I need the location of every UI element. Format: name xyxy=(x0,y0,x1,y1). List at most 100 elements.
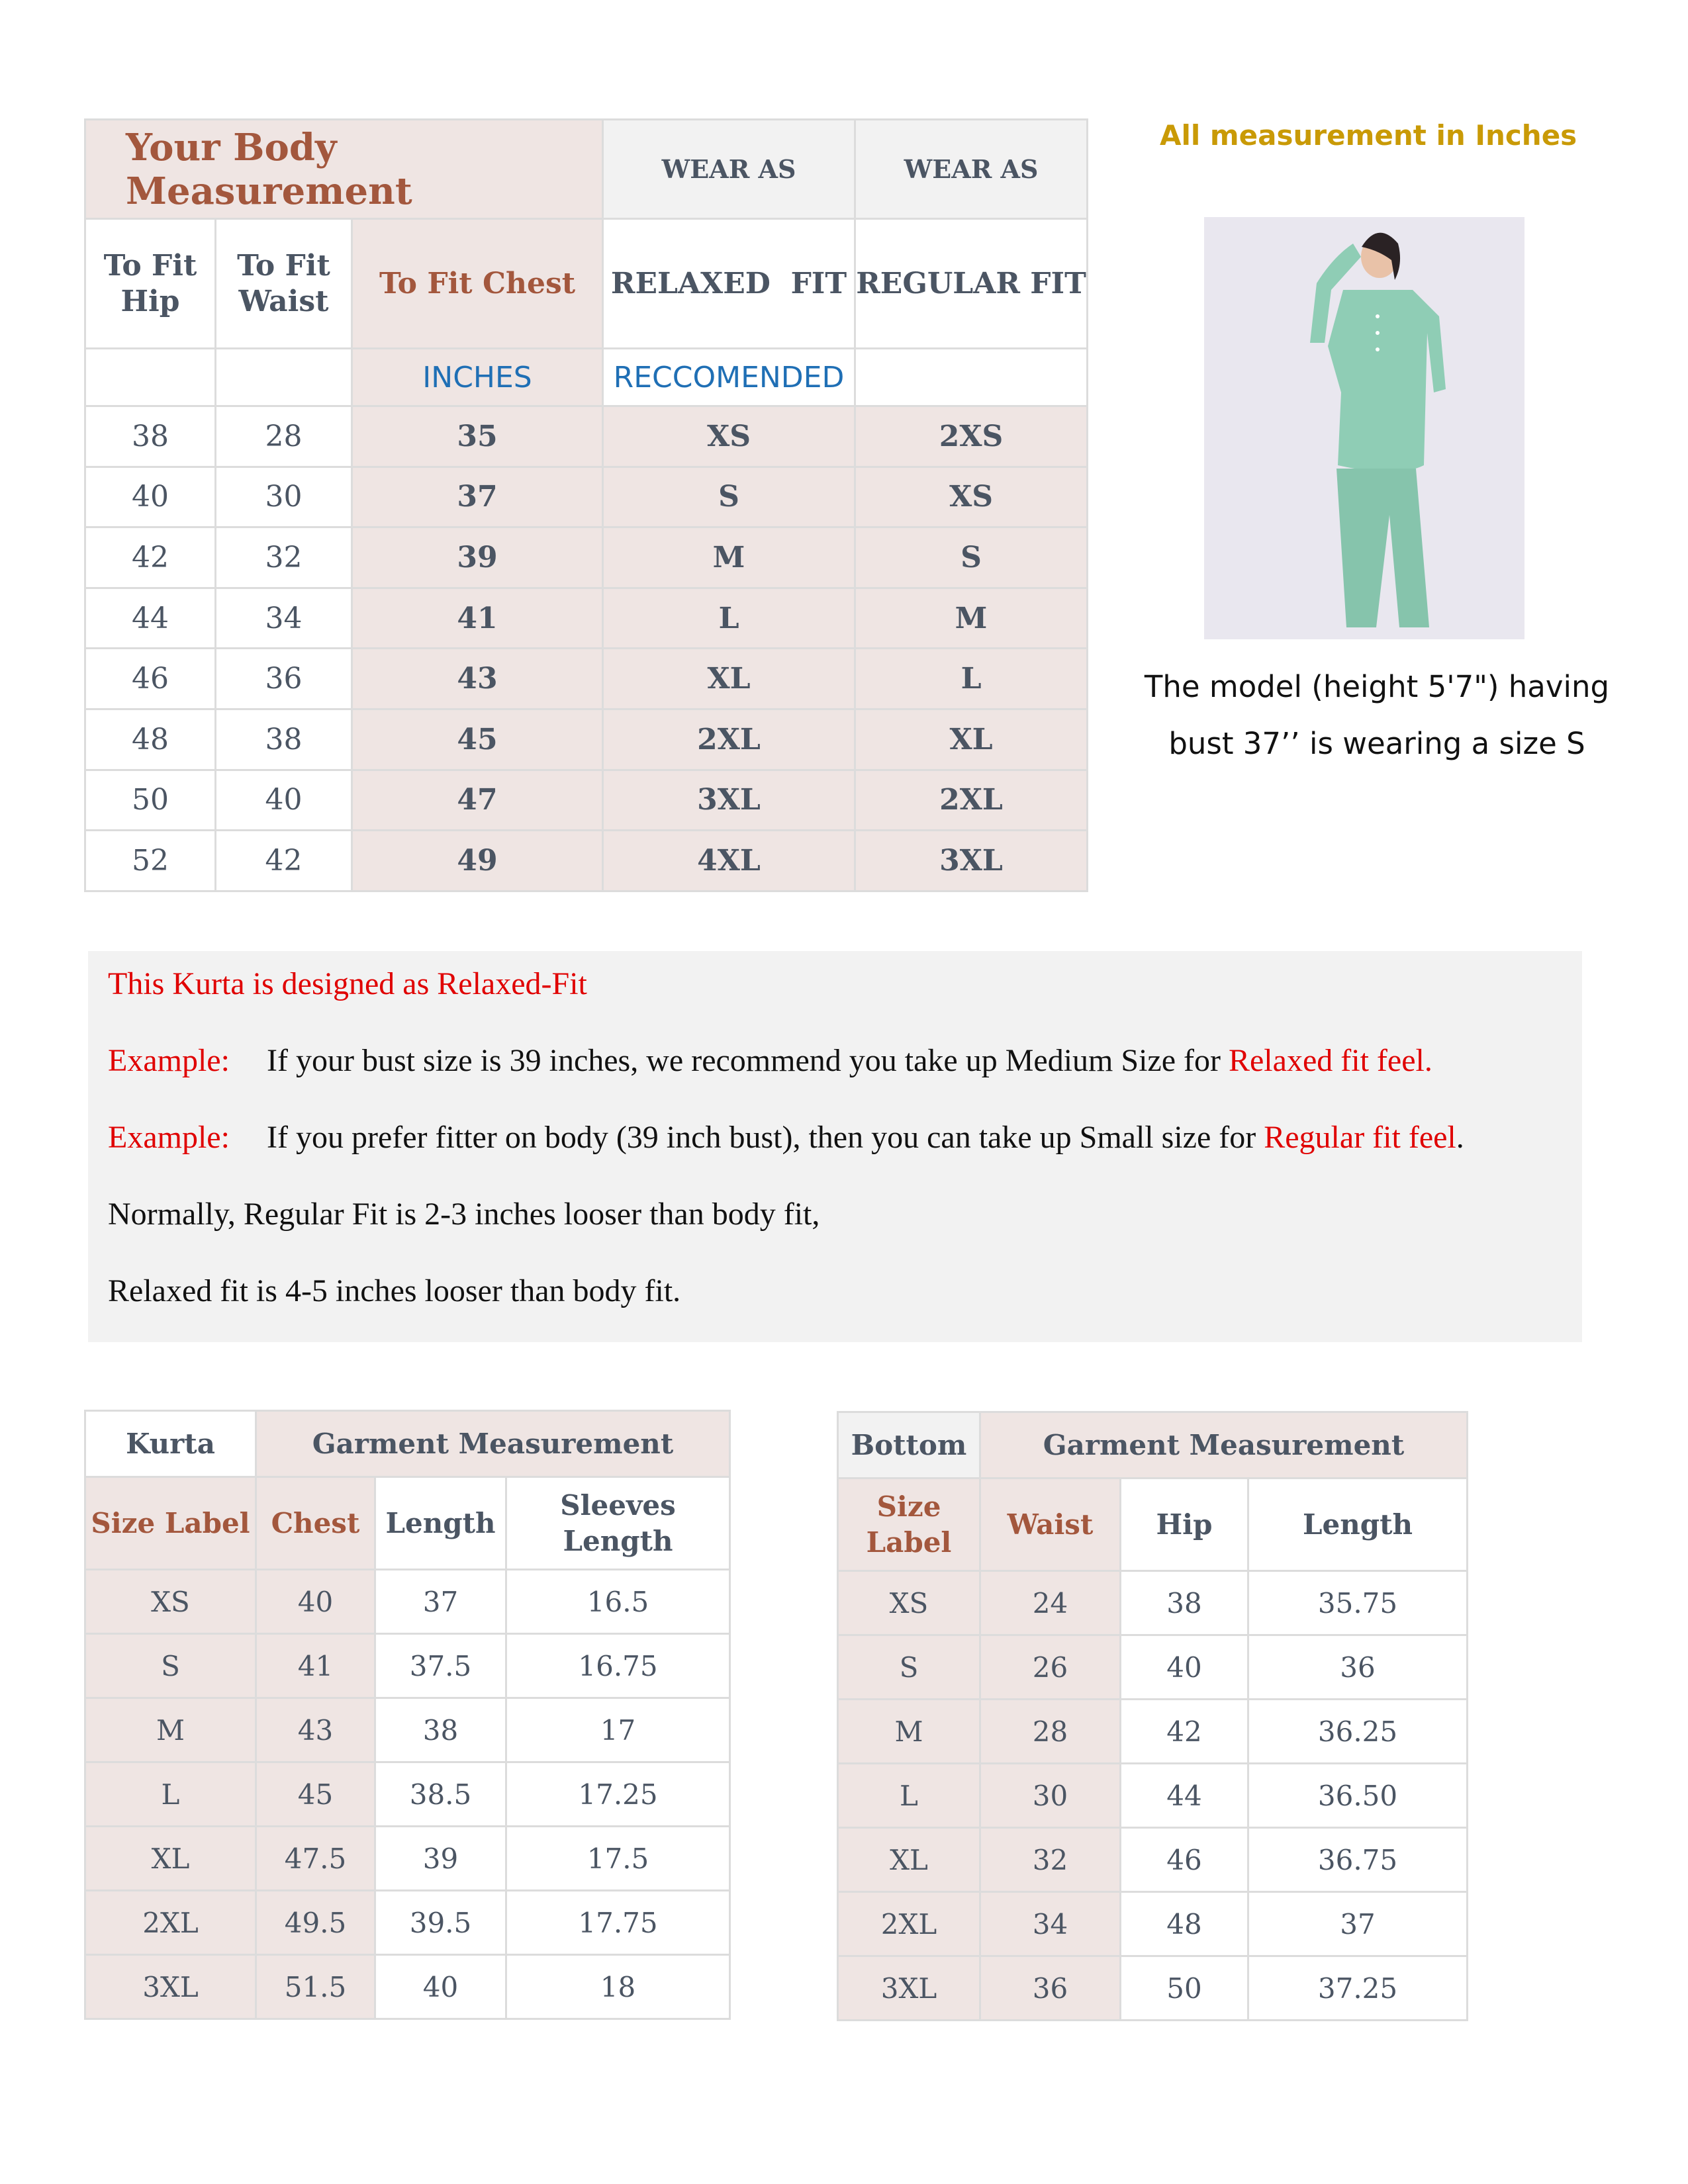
table-row: XL 32 46 36.75 xyxy=(837,1827,1469,1893)
cell-hip: 52 xyxy=(84,829,216,892)
cell-relaxed: M xyxy=(602,526,857,589)
cell-regular: S xyxy=(854,526,1089,589)
table-cell: 3XL xyxy=(837,1955,981,2021)
table-cell: 38 xyxy=(374,1697,507,1763)
cell-regular: 2XL xyxy=(854,768,1089,832)
table-cell: 38.5 xyxy=(374,1761,507,1827)
col-header-regular: REGULAR FIT xyxy=(854,218,1089,349)
table-cell: 2XL xyxy=(84,1889,257,1956)
table-row: 2XL 34 48 37 xyxy=(837,1891,1469,1957)
table-cell: 40 xyxy=(255,1569,376,1635)
table-cell: 51.5 xyxy=(255,1954,376,2020)
cell-regular: 2XS xyxy=(854,405,1089,468)
table-row: 48 38 45 2XL XL xyxy=(84,707,1089,771)
table-name: Bottom xyxy=(837,1411,981,1479)
cell-relaxed: XS xyxy=(602,405,857,468)
col-header-waist: To Fit Waist xyxy=(214,218,353,349)
cell-relaxed: 4XL xyxy=(602,829,857,892)
table-row: XS 24 38 35.75 xyxy=(837,1570,1469,1636)
table-row: 3XL 51.5 40 18 xyxy=(84,1954,731,2020)
table-cell: 37.25 xyxy=(1246,1955,1469,2021)
table-row: S 41 37.5 16.75 xyxy=(84,1633,731,1699)
table-row: 44 34 41 L M xyxy=(84,586,1089,650)
table-cell: 40 xyxy=(1119,1634,1249,1700)
cell-relaxed: XL xyxy=(602,647,857,710)
cell-chest: 35 xyxy=(350,405,604,468)
cell-regular: L xyxy=(854,647,1089,710)
group-header: Garment Measurement xyxy=(978,1411,1469,1479)
table-cell: 39 xyxy=(374,1825,507,1891)
table-row: M 43 38 17 xyxy=(84,1697,731,1763)
cell-relaxed: L xyxy=(602,586,857,650)
cell-waist: 28 xyxy=(214,405,353,468)
table-cell: 36.25 xyxy=(1246,1698,1469,1764)
table-cell: 17 xyxy=(504,1697,731,1763)
example-text: If you prefer fitter on body (39 inch bu… xyxy=(267,1120,1264,1155)
table-cell: L xyxy=(837,1762,981,1829)
group-header: Garment Measurement xyxy=(254,1410,731,1478)
table-cell: 36.75 xyxy=(1246,1827,1469,1893)
cell-chest: 45 xyxy=(350,707,604,771)
cell-regular: XS xyxy=(854,465,1089,529)
wear-as-header: WEAR AS xyxy=(854,118,1089,220)
table-row: 52 42 49 4XL 3XL xyxy=(84,829,1089,892)
col-header: Hip xyxy=(1119,1477,1249,1572)
col-header: Waist xyxy=(979,1477,1121,1572)
regular-fit-note: Normally, Regular Fit is 2-3 inches loos… xyxy=(108,1197,820,1232)
table-cell: 26 xyxy=(979,1634,1121,1700)
cell-regular: M xyxy=(854,586,1089,650)
table-cell: S xyxy=(837,1634,981,1700)
table-cell: 16.5 xyxy=(504,1569,731,1635)
cell-hip: 42 xyxy=(84,526,216,589)
cell-hip: 50 xyxy=(84,768,216,832)
table-cell: 35.75 xyxy=(1246,1570,1469,1636)
table-cell: 16.75 xyxy=(504,1633,731,1699)
col-header: Size Label xyxy=(837,1477,981,1572)
empty-cell xyxy=(214,347,353,407)
table-cell: 18 xyxy=(504,1954,731,2020)
example-1: Example: If your bust size is 39 inches, … xyxy=(108,1042,1432,1079)
kurta-measurement-table: Kurta Garment Measurement Size Label Che… xyxy=(84,1410,731,2020)
col-header: Sleeves Length xyxy=(504,1476,731,1570)
table-cell: 45 xyxy=(255,1761,376,1827)
table-cell: 37 xyxy=(1246,1891,1469,1957)
example-text: If your bust size is 39 inches, we recom… xyxy=(267,1043,1229,1078)
recommended-label: RECCOMENDED xyxy=(602,347,857,407)
table-cell: 17.75 xyxy=(504,1889,731,1956)
model-photo xyxy=(1204,217,1524,639)
cell-hip: 46 xyxy=(84,647,216,710)
table-cell: 46 xyxy=(1119,1827,1249,1893)
table-cell: 28 xyxy=(979,1698,1121,1764)
table-row: 40 30 37 S XS xyxy=(84,465,1089,529)
table-cell: S xyxy=(84,1633,257,1699)
table-cell: 39.5 xyxy=(374,1889,507,1956)
units-note: All measurement in Inches xyxy=(1160,119,1577,152)
table-cell: 38 xyxy=(1119,1570,1249,1636)
table-cell: XS xyxy=(84,1569,257,1635)
empty-cell xyxy=(84,347,216,407)
table-cell: 30 xyxy=(979,1762,1121,1829)
table-row: S 26 40 36 xyxy=(837,1634,1469,1700)
table-cell: 36 xyxy=(1246,1634,1469,1700)
cell-waist: 32 xyxy=(214,526,353,589)
cell-regular: XL xyxy=(854,707,1089,771)
table-cell: L xyxy=(84,1761,257,1827)
col-header: Length xyxy=(374,1476,507,1570)
cell-chest: 49 xyxy=(350,829,604,892)
cell-chest: 43 xyxy=(350,647,604,710)
table-title: Your Body Measurement xyxy=(83,118,604,220)
table-cell: 50 xyxy=(1119,1955,1249,2021)
table-row: M 28 42 36.25 xyxy=(837,1698,1469,1764)
cell-relaxed: 3XL xyxy=(602,768,857,832)
cell-relaxed: 2XL xyxy=(602,707,857,771)
cell-chest: 41 xyxy=(350,586,604,650)
cell-waist: 42 xyxy=(214,829,353,892)
table-cell: 49.5 xyxy=(255,1889,376,1956)
period: . xyxy=(1456,1120,1464,1155)
wear-as-header: WEAR AS xyxy=(602,118,857,220)
empty-cell xyxy=(854,347,1089,407)
col-header-chest: To Fit Chest xyxy=(350,218,604,349)
table-cell: M xyxy=(837,1698,981,1764)
model-caption: The model (height 5'7") having bust 37’’… xyxy=(1139,659,1615,772)
